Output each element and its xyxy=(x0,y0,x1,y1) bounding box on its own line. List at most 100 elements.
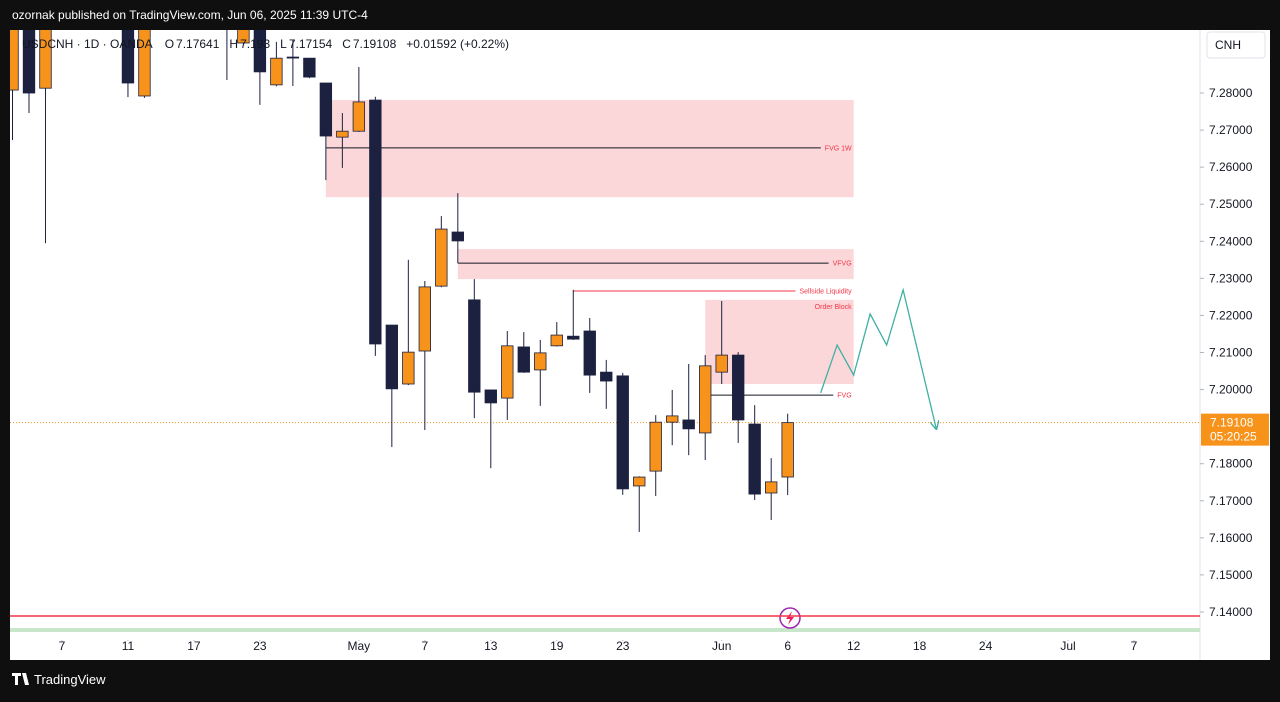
candle-body xyxy=(270,57,283,86)
y-tick-label: 7.15000 xyxy=(1209,568,1253,582)
y-tick-label: 7.14000 xyxy=(1209,605,1253,619)
currency-box[interactable] xyxy=(1206,31,1266,59)
candle-body xyxy=(616,375,629,490)
y-tick-label: 7.26000 xyxy=(1209,160,1253,174)
candle-body xyxy=(583,330,596,376)
candle-body xyxy=(534,352,547,371)
candle-body xyxy=(303,57,316,78)
candle-body xyxy=(732,354,745,421)
projection-path xyxy=(820,287,936,428)
chart-panel xyxy=(10,30,1270,660)
candle-body xyxy=(633,476,646,487)
candle-body xyxy=(666,415,679,423)
candle-body xyxy=(253,30,267,73)
candle-body xyxy=(567,335,580,340)
zone xyxy=(325,100,854,198)
y-tick-label: 7.17000 xyxy=(1209,494,1253,508)
legend-change: +0.01592 (+0.22%) xyxy=(406,37,509,51)
y-tick-label: 7.16000 xyxy=(1209,531,1253,545)
candle-body xyxy=(336,130,349,138)
x-tick-label: 7 xyxy=(59,639,66,653)
candle-body xyxy=(649,421,662,472)
x-tick-label: May xyxy=(348,639,371,653)
candle-body xyxy=(435,228,448,287)
candle-body xyxy=(286,56,300,59)
candle-body xyxy=(550,334,563,347)
x-tick-label: Jun xyxy=(712,639,731,653)
candle-body xyxy=(352,101,366,132)
candle-body xyxy=(451,231,464,242)
x-tick-label: 11 xyxy=(122,639,135,653)
candle-body xyxy=(517,346,530,373)
candle-body xyxy=(468,299,481,393)
legend-key: H xyxy=(229,37,238,51)
legend-symbol: USDCNH · 1D · OANDA xyxy=(22,37,153,51)
x-tick-label: 12 xyxy=(847,639,861,653)
footer-logo xyxy=(12,673,29,685)
candle-body xyxy=(781,422,794,478)
y-tick-label: 7.27000 xyxy=(1209,123,1253,137)
candle-body xyxy=(237,30,250,44)
candle-body xyxy=(121,30,135,84)
candle-body xyxy=(699,365,712,434)
y-tick-label: 7.25000 xyxy=(1209,197,1253,211)
zone-label: Order Block xyxy=(815,304,852,311)
y-tick-label: 7.22000 xyxy=(1209,308,1253,322)
x-tick-label: 7 xyxy=(421,639,428,653)
green-band xyxy=(10,628,1200,632)
countdown: 05:20:25 xyxy=(1210,430,1257,444)
level-label: Sellside Liquidity xyxy=(799,288,852,295)
candle-body xyxy=(10,30,19,91)
x-tick-label: 23 xyxy=(616,639,630,653)
legend-key: C xyxy=(342,37,351,51)
y-tick-label: 7.24000 xyxy=(1209,234,1253,248)
candle-body xyxy=(22,30,36,94)
x-tick-label: 7 xyxy=(1131,639,1138,653)
legend-key: O xyxy=(165,37,174,51)
candle-body xyxy=(369,99,382,345)
plot: Order Block FVG 1W VFVG Sellside Liquidity F… xyxy=(10,30,1200,617)
x-tick-label: 23 xyxy=(253,639,267,653)
level-label: VFVG xyxy=(833,261,852,268)
bolt-icon[interactable] xyxy=(779,607,801,629)
candle-body xyxy=(748,423,761,495)
legend-value: 7.17154 xyxy=(289,37,333,51)
candle-body xyxy=(385,324,399,390)
x-tick-label: 6 xyxy=(784,639,791,653)
candle-body xyxy=(600,371,613,382)
x-tick-label: 13 xyxy=(484,639,498,653)
candle-body xyxy=(501,345,514,399)
legend-value: 7.19108 xyxy=(353,37,397,51)
candle-body xyxy=(484,389,497,404)
x-tick-label: Jul xyxy=(1060,639,1075,653)
x-tick-label: 24 xyxy=(979,639,993,653)
y-tick-label: 7.20000 xyxy=(1209,383,1253,397)
last-price-label: 7.19108 xyxy=(1210,416,1254,430)
legend-value: 7.17641 xyxy=(176,37,220,51)
y-tick-label: 7.28000 xyxy=(1209,86,1253,100)
candle-body xyxy=(402,351,415,385)
x-tick-label: 17 xyxy=(187,639,201,653)
header: ozornak published on TradingView.com, Ju… xyxy=(12,8,368,22)
level-label: FVG xyxy=(837,393,851,400)
zone xyxy=(457,249,854,280)
legend-value: 7.193 xyxy=(240,37,270,51)
candle-body xyxy=(319,82,333,137)
candle-body xyxy=(715,354,728,373)
x-tick-label: 18 xyxy=(913,639,927,653)
candle-body xyxy=(682,419,695,430)
y-tick-label: 7.18000 xyxy=(1209,457,1253,471)
y-tick-label: 7.21000 xyxy=(1209,346,1253,360)
candle-body xyxy=(418,286,431,352)
y-tick-label: 7.23000 xyxy=(1209,271,1253,285)
legend-key: L xyxy=(280,37,287,51)
candle-body xyxy=(138,30,151,97)
level-label: FVG 1W xyxy=(825,145,852,152)
candle-body xyxy=(765,481,778,494)
x-tick-label: 19 xyxy=(550,639,564,653)
legend: USDCNH · 1D · OANDA O 7.17641 H 7.193 L 7.1715… xyxy=(22,37,509,51)
candle-body xyxy=(39,30,52,89)
footer: TradingView xyxy=(34,672,106,687)
